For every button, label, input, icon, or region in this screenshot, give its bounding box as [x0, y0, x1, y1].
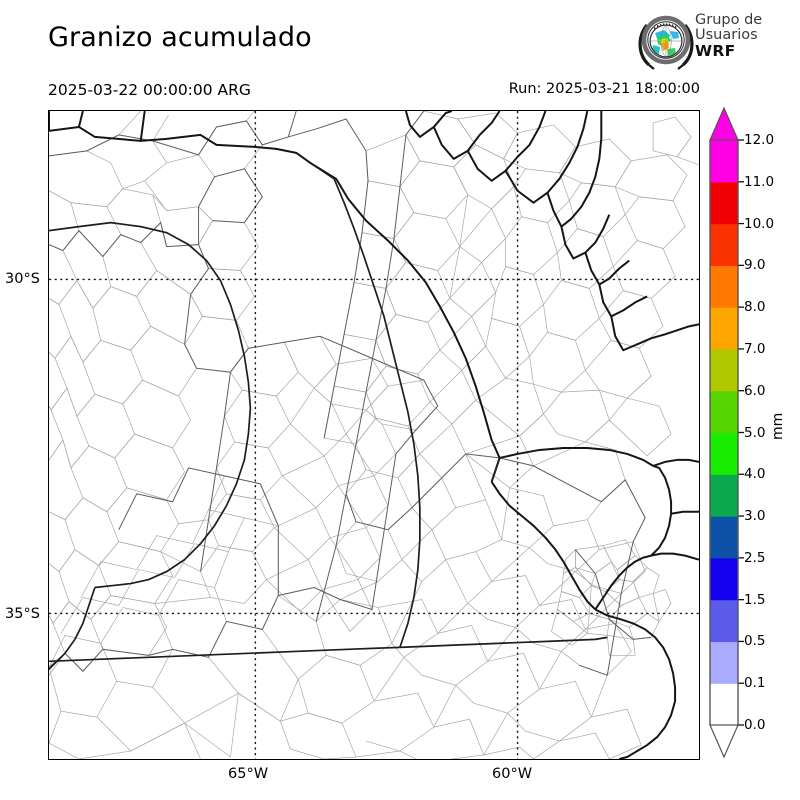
colorbar-tick-label: 8.0	[744, 299, 766, 316]
colorbar-tick-label: 7.0	[744, 340, 766, 357]
colorbar-band	[710, 348, 738, 392]
colorbar-tick-label: 10.0	[744, 215, 775, 232]
colorbar-tick-label: 2.5	[744, 549, 766, 566]
colorbar-band	[710, 223, 738, 266]
colorbar-band	[710, 265, 738, 308]
map-vector-layer	[49, 111, 699, 759]
colorbar-outline	[709, 140, 739, 725]
logo-line-1: Grupo de	[695, 12, 763, 28]
colorbar-extend-max	[709, 106, 739, 141]
colorbar-band	[710, 641, 738, 684]
colorbar-tick-label: 5.0	[744, 424, 766, 441]
colorbar-band	[710, 140, 738, 183]
colorbar-tick-label: 4.0	[744, 466, 766, 483]
colorbar-tick-label: 9.0	[744, 257, 766, 274]
axis-label-lon-65: 65°W	[228, 766, 269, 782]
axis-label-lat-30: 30°S	[5, 271, 40, 287]
logo-text: Grupo de Usuarios WRF	[695, 12, 763, 61]
colorbar-band	[710, 390, 738, 434]
logo: Grupo de Usuarios WRF	[637, 12, 797, 74]
colorbar-tick-label: 6.0	[744, 382, 766, 399]
colorbar-tick-label: 1.5	[744, 591, 766, 608]
colorbar-tick-label: 12.0	[744, 132, 775, 148]
colorbar-tick-label: 11.0	[744, 173, 775, 190]
logo-line-2: Usuarios	[695, 27, 758, 44]
country-boundaries	[49, 111, 699, 759]
colorbar-band	[710, 307, 738, 350]
colorbar-band	[710, 181, 738, 225]
axis-label-lon-60: 60°W	[492, 766, 533, 782]
axis-label-lat-35: 35°S	[5, 606, 40, 622]
colorbar-band	[710, 432, 738, 475]
graticule	[49, 111, 699, 759]
colorbar-tick-label: 0.0	[744, 717, 766, 733]
colorbar-band	[710, 683, 738, 726]
map-canvas[interactable]	[48, 110, 700, 760]
colorbar-band	[710, 599, 738, 643]
colorbar-tick-label: 0.5	[744, 633, 766, 650]
colorbar-tick-label: 0.1	[744, 675, 766, 692]
colorbar: 12.0 11.0 10.0 9.0 8.0 7.0 6.0 5.0 4.0 3.0 2.5 1.5 0…	[706, 104, 800, 774]
logo-line-3: WRF	[695, 42, 736, 61]
run-time-label: Run: 2025-03-21 18:00:00	[508, 81, 700, 97]
colorbar-band	[710, 474, 738, 517]
major-province-boundaries	[49, 152, 608, 670]
colorbar-unit-label: mm	[770, 412, 786, 440]
colorbar-extend-min	[709, 724, 739, 759]
page-title: Granizo acumulado	[48, 22, 312, 53]
map-background	[49, 111, 699, 759]
colorbar-band	[710, 557, 738, 601]
colorbar-gradient	[709, 106, 744, 759]
globe-seal-icon	[638, 15, 694, 70]
colorbar-band	[710, 516, 738, 559]
valid-time-label: 2025-03-22 00:00:00 ARG	[48, 81, 251, 99]
colorbar-tick-label: 3.0	[744, 508, 766, 525]
